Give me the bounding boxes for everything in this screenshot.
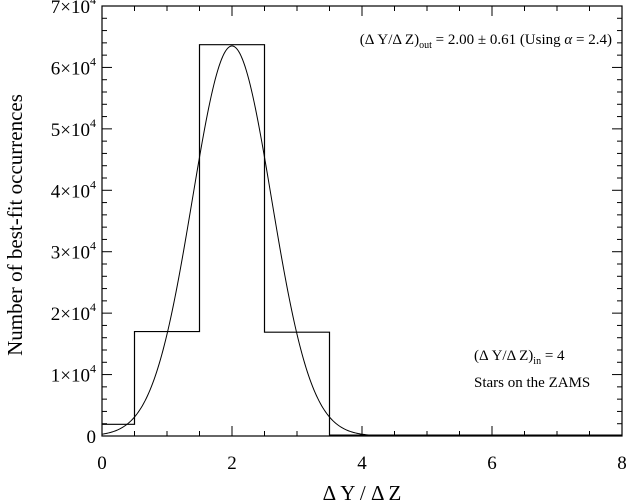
x-tick-label: 8 [617, 453, 627, 474]
input-annotation-subscript: in [533, 356, 541, 367]
x-tick-label: 4 [357, 453, 367, 474]
x-tick-label: 2 [227, 453, 237, 474]
x-axis-title: Δ Y / Δ Z [323, 481, 402, 504]
plot-area: 0 2 4 6 8 0 1×104 2×104 3×104 4×104 5×104 6×104 7×1… [51, 0, 627, 474]
y-axis-title: Number of best-fit occurrences [3, 94, 27, 356]
input-ratio-annotation: (Δ Y/Δ Z)in = 4 [474, 348, 565, 367]
plot-frame [101, 5, 623, 437]
y-tick-label: 7×104 [51, 0, 96, 18]
fit-result-annotation: (Δ Y/Δ Z)out = 2.00 ± 0.61 (Using α = 2.… [360, 32, 612, 51]
y-tick-label: 6×104 [51, 54, 96, 79]
x-tick-label: 6 [487, 453, 497, 474]
y-axis-ticks: 0 1×104 2×104 3×104 4×104 5×104 6×104 7×104 [51, 0, 622, 448]
fit-annotation-lhs: (Δ Y/Δ Z) [360, 32, 419, 48]
y-tick-label: 2×104 [51, 300, 96, 325]
fit-annotation-alpha-value: = 2.4) [572, 32, 612, 48]
x-axis-ticks: 0 2 4 6 8 [97, 6, 627, 474]
fit-annotation-subscript: out [419, 40, 432, 51]
y-tick-label: 3×104 [51, 239, 96, 264]
x-tick-label: 0 [97, 453, 107, 474]
alpha-symbol: α [564, 32, 573, 48]
input-annotation-lhs: (Δ Y/Δ Z) [474, 348, 533, 364]
y-tick-label: 1×104 [51, 362, 96, 387]
fit-annotation-value: = 2.00 ± 0.61 (Using [432, 32, 565, 48]
gaussian-fit-curve [101, 45, 427, 437]
histogram-steps [102, 44, 622, 436]
y-tick-label: 5×104 [51, 116, 96, 141]
zams-annotation: Stars on the ZAMS [474, 375, 590, 391]
input-annotation-value: = 4 [541, 348, 565, 364]
y-tick-label: 4×104 [51, 177, 96, 202]
y-tick-label: 0 [87, 427, 97, 448]
